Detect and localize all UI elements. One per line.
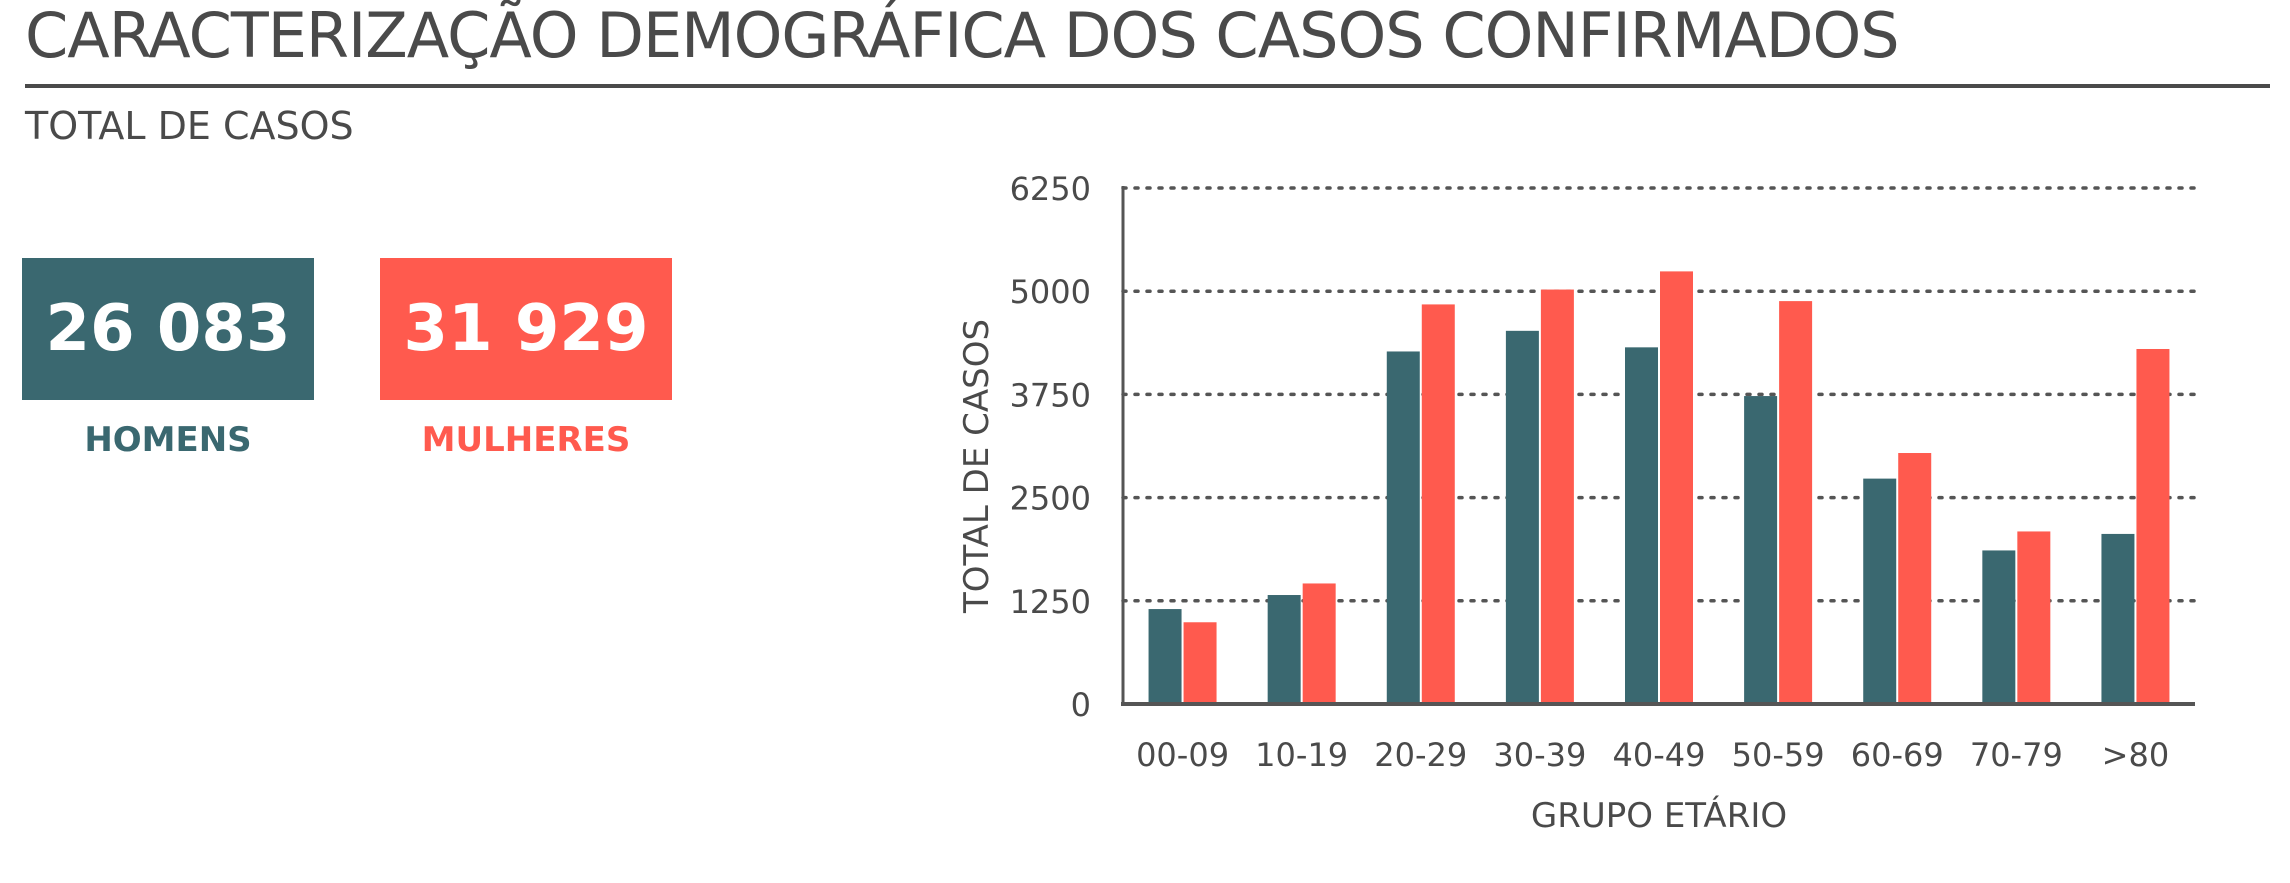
kpi-men-label: HOMENS bbox=[84, 420, 252, 460]
bar-mulheres bbox=[1779, 301, 1813, 704]
y-tick-labels: 0 1250 2500 3750 5000 6250 bbox=[1010, 170, 1091, 724]
bar-mulheres bbox=[1183, 622, 1217, 704]
bars bbox=[1148, 271, 2170, 704]
x-tick-label: 50-59 bbox=[1732, 736, 1825, 774]
bar-homens bbox=[1744, 396, 1778, 704]
kpi-women-label: MULHERES bbox=[421, 420, 631, 460]
y-tick-label: 5000 bbox=[1010, 273, 1091, 311]
bar-homens bbox=[1505, 330, 1539, 704]
bar-mulheres bbox=[1302, 583, 1336, 704]
x-tick-label: 40-49 bbox=[1613, 736, 1706, 774]
bar-mulheres bbox=[2136, 348, 2170, 704]
bar-mulheres bbox=[1540, 289, 1574, 704]
y-tick-label: 3750 bbox=[1010, 376, 1091, 414]
axes bbox=[1121, 186, 2195, 706]
gridlines bbox=[1121, 186, 2197, 603]
bar-mulheres bbox=[1421, 304, 1455, 704]
title-divider bbox=[25, 84, 2270, 88]
x-tick-label: 30-39 bbox=[1493, 736, 1586, 774]
x-tick-label: 20-29 bbox=[1374, 736, 1467, 774]
kpi-women-value: 31 929 bbox=[380, 258, 672, 400]
bar-homens bbox=[1386, 351, 1420, 704]
bar-homens bbox=[1148, 609, 1182, 704]
x-tick-labels: 00-09 10-19 20-29 30-39 40-49 50-59 60-69 70-79… bbox=[1136, 736, 2169, 774]
x-axis-label: GRUPO ETÁRIO bbox=[1531, 795, 1787, 836]
x-tick-label: 60-69 bbox=[1851, 736, 1944, 774]
bar-mulheres bbox=[1660, 271, 1693, 704]
bar-mulheres bbox=[2017, 531, 2051, 704]
page-title: CARACTERIZAÇÃO DEMOGRÁFICA DOS CASOS CON… bbox=[25, 0, 1900, 72]
bar-homens bbox=[2101, 533, 2135, 704]
bar-homens bbox=[1863, 478, 1897, 704]
y-tick-label: 6250 bbox=[1010, 170, 1091, 208]
bar-homens bbox=[1625, 347, 1658, 704]
bar-homens bbox=[1982, 550, 2016, 704]
y-tick-label: 1250 bbox=[1010, 583, 1091, 621]
x-tick-label: 00-09 bbox=[1136, 736, 1229, 774]
bar-homens bbox=[1267, 595, 1301, 704]
kpi-men-value: 26 083 bbox=[22, 258, 314, 400]
y-axis-label: TOTAL DE CASOS bbox=[957, 319, 997, 614]
y-tick-label: 0 bbox=[1071, 686, 1091, 724]
page-subtitle: TOTAL DE CASOS bbox=[25, 104, 354, 148]
bar-mulheres bbox=[1898, 453, 1932, 704]
x-tick-label: 10-19 bbox=[1255, 736, 1348, 774]
x-tick-label: 70-79 bbox=[1970, 736, 2063, 774]
y-tick-label: 2500 bbox=[1010, 480, 1091, 518]
age-group-bar-chart: 0 1250 2500 3750 5000 6250 00-09 10-19 20-29 30-… bbox=[957, 170, 2197, 836]
x-tick-label: >80 bbox=[2102, 736, 2170, 774]
